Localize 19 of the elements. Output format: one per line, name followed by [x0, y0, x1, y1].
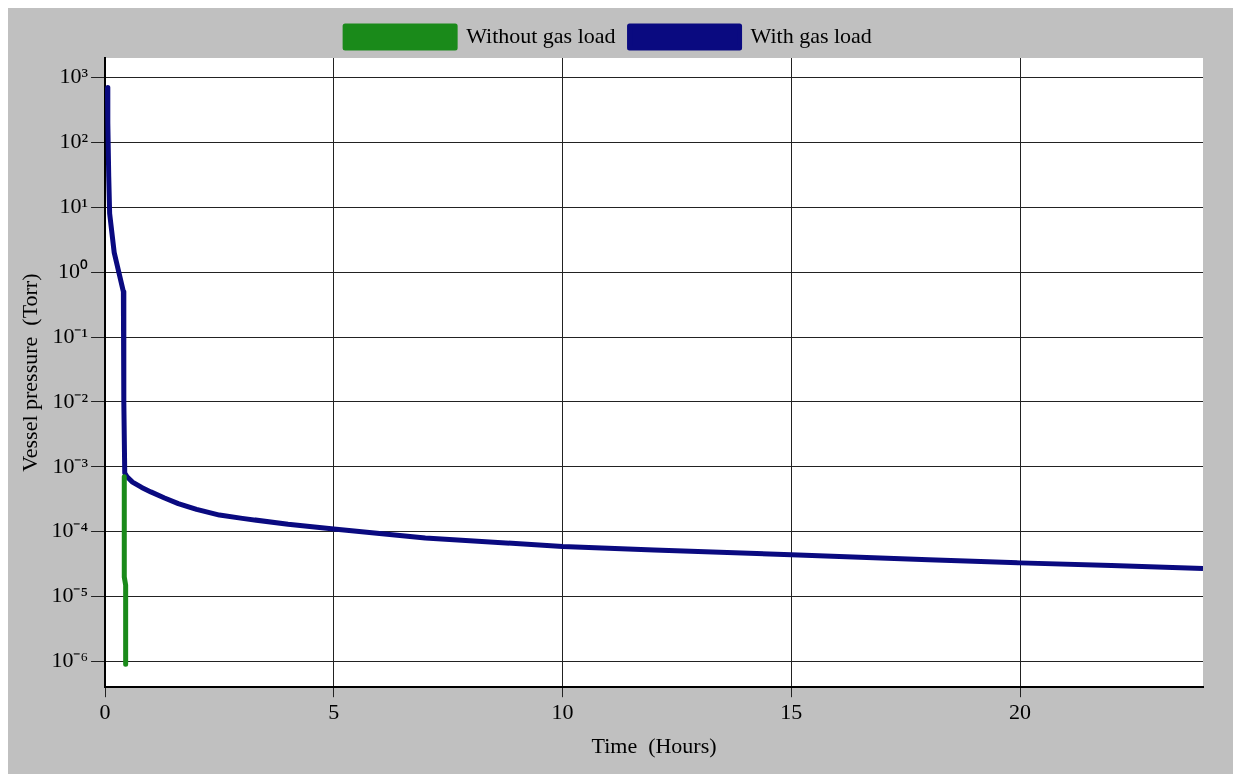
- x-axis-title: Time (Hours): [591, 732, 717, 758]
- x-tick-label: 0: [99, 699, 111, 725]
- y-tick-label: 10³: [59, 63, 89, 89]
- y-tick-label: 10⁻²: [52, 387, 89, 413]
- x-tick-label: 15: [780, 699, 803, 725]
- x-tick-label: 5: [328, 699, 340, 725]
- legend-label: Without gas load: [466, 22, 616, 48]
- y-tick-label: 10²: [59, 128, 89, 154]
- x-tick-label: 20: [1009, 699, 1032, 725]
- x-tick-label: 10: [551, 699, 574, 725]
- y-tick-label: 10⁻¹: [52, 322, 89, 348]
- y-tick-label: 10⁰: [58, 257, 89, 283]
- legend-label: With gas load: [750, 22, 872, 48]
- y-tick-label: 10⁻⁶: [51, 647, 89, 673]
- y-tick-label: 10⁻⁵: [51, 582, 89, 608]
- y-tick-label: 10⁻³: [52, 452, 89, 478]
- y-tick-label: 10¹: [59, 193, 89, 219]
- y-tick-label: 10⁻⁴: [51, 517, 89, 543]
- y-axis-title: Vessel pressure (Torr): [16, 273, 42, 472]
